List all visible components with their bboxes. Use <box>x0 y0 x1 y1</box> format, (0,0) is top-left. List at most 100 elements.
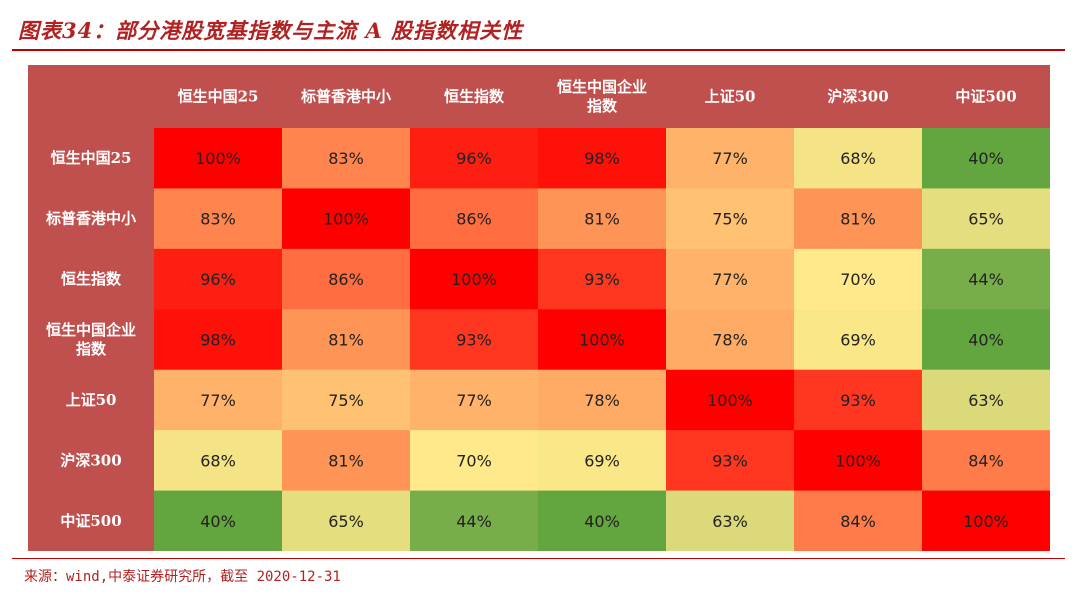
cell-value-label: 93% <box>712 451 748 470</box>
column-label: 上证50 <box>705 88 756 106</box>
heatmap-cell <box>410 128 539 189</box>
heatmap-cell <box>538 188 667 250</box>
heatmap-cell <box>922 369 1051 431</box>
heatmap-cell <box>794 309 923 371</box>
heatmap-cell <box>794 369 923 431</box>
cell-value-label: 83% <box>328 149 364 168</box>
cell-value-label: 100% <box>451 270 497 289</box>
cell-value-label: 100% <box>963 512 1009 531</box>
column-header-band <box>28 65 1050 128</box>
cell-value-label: 100% <box>835 451 881 470</box>
heatmap-cell <box>666 128 795 189</box>
row-header-band <box>28 65 154 551</box>
column-label: 恒生中国25 <box>178 88 259 106</box>
cell-value-label: 93% <box>456 331 492 350</box>
heatmap-cell <box>154 188 283 250</box>
title-divider <box>12 49 1065 51</box>
row-label: 中证500 <box>60 512 121 530</box>
cell-value-label: 77% <box>200 391 236 410</box>
row-label: 恒生中国企业指数 <box>46 321 136 358</box>
heatmap-cell <box>666 248 795 310</box>
column-label: 恒生指数 <box>444 88 505 106</box>
source-divider <box>12 558 1065 559</box>
column-label: 中证500 <box>955 88 1016 106</box>
cell-value-label: 40% <box>968 149 1004 168</box>
heatmap-cell <box>282 128 411 189</box>
cell-value-label: 96% <box>456 149 492 168</box>
heatmap-cell <box>410 430 539 492</box>
heatmap-cell <box>538 248 667 310</box>
cell-value-label: 81% <box>328 451 364 470</box>
cell-value-label: 86% <box>328 270 364 289</box>
heatmap-cell <box>410 188 539 250</box>
cell-value-label: 83% <box>200 210 236 229</box>
heatmap-cell <box>666 369 795 431</box>
cell-value-label: 70% <box>840 270 876 289</box>
cell-value-label: 63% <box>968 391 1004 410</box>
heatmap-cell <box>154 430 283 492</box>
cell-value-label: 98% <box>584 149 620 168</box>
heatmap-cell <box>794 430 923 492</box>
heatmap-cell <box>922 309 1051 371</box>
row-label: 沪深300 <box>60 451 121 469</box>
heatmap-cell <box>666 309 795 371</box>
cell-value-label: 63% <box>712 512 748 531</box>
cell-value-label: 100% <box>195 149 241 168</box>
cell-value-label: 40% <box>584 512 620 531</box>
cell-value-label: 93% <box>584 270 620 289</box>
cell-value-label: 68% <box>200 451 236 470</box>
cell-value-label: 77% <box>712 149 748 168</box>
heatmap-cell <box>666 490 795 552</box>
cell-value-label: 81% <box>584 210 620 229</box>
source-note: 来源：wind,中泰证券研究所，截至 2020-12-31 <box>24 569 341 585</box>
heatmap-chart: 恒生中国25 标普香港中小 恒生指数 恒生中国企业指数 上证50 沪深300 中证500 恒生… <box>28 65 1051 555</box>
heatmap-cell <box>154 309 283 371</box>
cell-value-label: 84% <box>968 451 1004 470</box>
heatmap-cell <box>538 490 667 552</box>
column-label: 沪深300 <box>827 88 888 106</box>
row-label: 标普香港中小 <box>45 210 136 228</box>
cell-value-label: 44% <box>456 512 492 531</box>
heatmap-cell <box>538 309 667 371</box>
heatmap-cell <box>410 248 539 310</box>
column-label: 恒生中国企业指数 <box>557 78 647 115</box>
heatmap-cell <box>794 490 923 552</box>
cell-value-label: 78% <box>712 331 748 350</box>
cell-value-label: 75% <box>712 210 748 229</box>
cell-value-label: 78% <box>584 391 620 410</box>
cell-value-label: 65% <box>328 512 364 531</box>
cell-value-label: 86% <box>456 210 492 229</box>
heatmap-cell <box>666 430 795 492</box>
heatmap-cell <box>538 369 667 431</box>
row-label: 上证50 <box>66 391 117 409</box>
row-label: 恒生中国25 <box>51 149 132 167</box>
heatmap-cell <box>410 490 539 552</box>
heatmap-cell <box>282 430 411 492</box>
cell-value-label: 100% <box>579 331 625 350</box>
heatmap-cell <box>410 369 539 431</box>
cell-value-label: 68% <box>840 149 876 168</box>
heatmap-cell <box>794 248 923 310</box>
cell-value-label: 75% <box>328 391 364 410</box>
row-label: 恒生指数 <box>61 270 122 288</box>
cell-value-label: 70% <box>456 451 492 470</box>
cell-value-label: 98% <box>200 331 236 350</box>
heatmap-cell <box>154 128 283 189</box>
cell-value-label: 69% <box>584 451 620 470</box>
cell-value-label: 44% <box>968 270 1004 289</box>
heatmap-cell <box>922 128 1051 189</box>
cell-value-label: 84% <box>840 512 876 531</box>
heatmap-cell <box>538 128 667 189</box>
cell-value-label: 93% <box>840 391 876 410</box>
cell-value-label: 77% <box>712 270 748 289</box>
heatmap-cell <box>410 309 539 371</box>
heatmap-cell <box>794 188 923 250</box>
heatmap-cell <box>154 248 283 310</box>
heatmap-cell <box>282 188 411 250</box>
heatmap-cell <box>282 248 411 310</box>
cell-value-label: 77% <box>456 391 492 410</box>
heatmap-cell <box>154 490 283 552</box>
heatmap-cell <box>282 309 411 371</box>
heatmap-cell <box>922 490 1051 552</box>
